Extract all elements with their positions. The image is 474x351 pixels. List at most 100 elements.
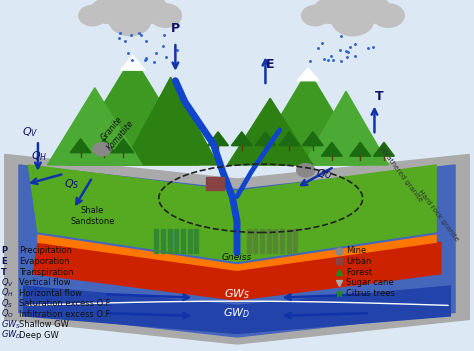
- Point: [319, 40, 326, 46]
- Text: Sugar cane: Sugar cane: [346, 278, 393, 287]
- Point: [150, 59, 158, 65]
- Point: [343, 54, 351, 60]
- Text: $Q_S$: $Q_S$: [64, 177, 80, 191]
- Circle shape: [91, 0, 124, 23]
- Polygon shape: [228, 98, 313, 165]
- Point: [315, 46, 322, 51]
- Point: [127, 33, 135, 38]
- Point: [351, 41, 359, 47]
- Point: [125, 51, 132, 56]
- Text: Transpiration: Transpiration: [19, 267, 73, 277]
- Text: Precipitation: Precipitation: [19, 246, 72, 256]
- Polygon shape: [231, 132, 252, 146]
- Circle shape: [353, 0, 391, 23]
- Point: [121, 39, 128, 44]
- Polygon shape: [321, 142, 342, 156]
- FancyBboxPatch shape: [206, 177, 224, 190]
- Text: Hard rock granite: Hard rock granite: [417, 189, 460, 243]
- Polygon shape: [28, 165, 436, 261]
- Polygon shape: [374, 142, 394, 156]
- Polygon shape: [66, 56, 199, 165]
- Circle shape: [301, 5, 329, 26]
- Polygon shape: [120, 55, 145, 70]
- Polygon shape: [251, 70, 365, 165]
- Point: [369, 45, 377, 50]
- Text: $Q_V$: $Q_V$: [1, 276, 14, 289]
- Polygon shape: [33, 242, 441, 300]
- Point: [364, 45, 372, 51]
- Text: Mine: Mine: [346, 246, 366, 256]
- Point: [142, 56, 150, 61]
- Text: Evaporation: Evaporation: [19, 257, 70, 266]
- Point: [346, 45, 354, 50]
- Point: [159, 44, 167, 49]
- Text: $GW_S$: $GW_S$: [1, 318, 21, 331]
- Point: [160, 33, 168, 38]
- Circle shape: [328, 0, 374, 31]
- Point: [306, 58, 314, 64]
- Polygon shape: [208, 132, 228, 146]
- Text: Urban: Urban: [346, 257, 372, 266]
- Polygon shape: [123, 77, 218, 165]
- Polygon shape: [47, 88, 142, 165]
- Text: Deep GW: Deep GW: [19, 331, 59, 340]
- Text: Shallow GW: Shallow GW: [19, 320, 69, 329]
- Point: [137, 32, 145, 38]
- Point: [141, 58, 149, 63]
- Polygon shape: [350, 142, 371, 156]
- Point: [117, 30, 124, 36]
- Circle shape: [130, 0, 168, 23]
- Text: Citrus trees: Citrus trees: [346, 289, 395, 298]
- Circle shape: [105, 0, 151, 31]
- Text: Shale
Sandstone: Shale Sandstone: [70, 206, 115, 226]
- Polygon shape: [24, 286, 450, 333]
- Point: [337, 34, 345, 39]
- Text: E: E: [266, 58, 274, 72]
- Polygon shape: [94, 139, 115, 153]
- Polygon shape: [302, 132, 323, 146]
- Polygon shape: [297, 68, 319, 81]
- Text: Gneiss: Gneiss: [222, 253, 252, 263]
- Circle shape: [313, 0, 346, 23]
- Text: $Q_S$: $Q_S$: [1, 297, 13, 310]
- Text: $GW_D$: $GW_D$: [1, 329, 22, 342]
- Polygon shape: [38, 235, 436, 270]
- Point: [327, 53, 335, 59]
- Text: Vertical flow: Vertical flow: [19, 278, 71, 287]
- Circle shape: [332, 5, 374, 36]
- Text: $GW_S$: $GW_S$: [224, 287, 250, 301]
- Point: [152, 51, 159, 56]
- Polygon shape: [279, 132, 300, 146]
- Point: [345, 49, 352, 55]
- Text: $Q_O$: $Q_O$: [317, 167, 333, 181]
- Point: [135, 30, 142, 35]
- Point: [351, 53, 359, 59]
- Text: $GW_D$: $GW_D$: [223, 306, 251, 320]
- Circle shape: [150, 4, 182, 27]
- Circle shape: [79, 5, 106, 26]
- Text: T: T: [375, 90, 383, 103]
- Polygon shape: [255, 132, 276, 146]
- Text: P: P: [171, 21, 180, 35]
- Point: [320, 57, 328, 62]
- Circle shape: [109, 5, 151, 36]
- Text: Weathered granite: Weathered granite: [378, 145, 423, 203]
- Text: $Q_H$: $Q_H$: [31, 149, 47, 163]
- Point: [143, 55, 150, 61]
- Point: [142, 39, 150, 44]
- Text: Infiltration excess O.F.: Infiltration excess O.F.: [19, 310, 111, 319]
- Text: P: P: [1, 246, 7, 256]
- Text: Granite
Komatiite: Granite Komatiite: [97, 112, 135, 152]
- Polygon shape: [113, 139, 134, 153]
- Point: [329, 57, 337, 63]
- Text: $Q_H$: $Q_H$: [1, 287, 14, 299]
- Point: [128, 57, 136, 63]
- Point: [115, 35, 122, 41]
- Polygon shape: [303, 91, 389, 165]
- Text: Forest: Forest: [346, 267, 372, 277]
- Text: T: T: [1, 267, 7, 277]
- Text: Horizontal flow: Horizontal flow: [19, 289, 82, 298]
- Point: [173, 47, 181, 53]
- Text: $Q_O$: $Q_O$: [1, 308, 14, 320]
- Circle shape: [93, 143, 111, 156]
